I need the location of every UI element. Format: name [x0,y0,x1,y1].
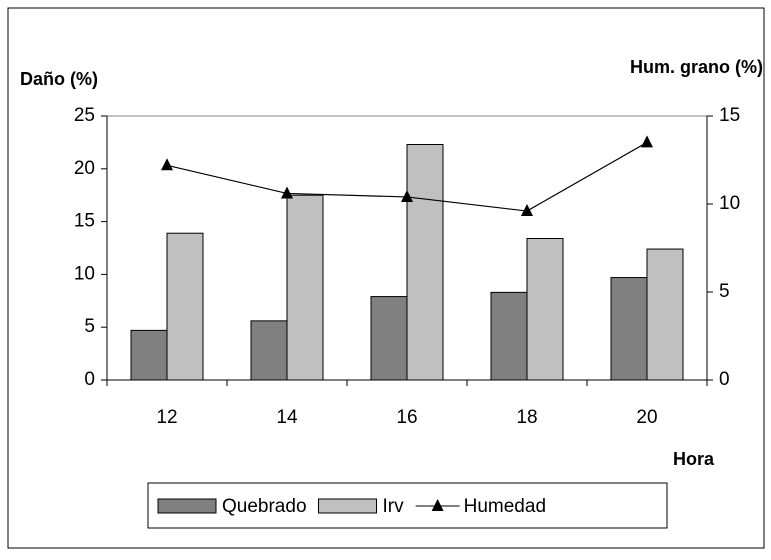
legend-label: Irv [383,496,405,517]
bar [166,232,204,381]
bar [370,296,408,381]
y-tick-label: 20 [74,158,95,179]
legend-label: Humedad [464,496,546,517]
y2-tick-label: 5 [719,281,730,302]
y2-tick-label: 15 [719,105,740,126]
y-tick-label: 15 [74,211,95,232]
bar [286,194,324,381]
line-marker [281,186,293,199]
bar [610,277,648,381]
legend-box [147,482,668,529]
line-marker [521,204,533,217]
legend-swatch [318,498,378,514]
bar [646,248,684,381]
x-axis-label: Hora [673,449,715,469]
x-tick-label: 14 [276,407,298,428]
legend-label: Quebrado [222,496,307,517]
line-marker [401,189,413,202]
bar [406,144,444,381]
line-marker [641,135,653,148]
y2-axis-label: Hum. grano (%) [630,57,763,77]
y-tick-label: 5 [84,316,95,337]
bar [526,237,564,381]
legend-swatch [157,498,217,514]
y2-tick-label: 10 [719,193,740,214]
bar [250,320,288,381]
y2-tick-label: 0 [719,369,730,390]
x-tick-label: 16 [396,407,417,428]
legend-marker [431,499,444,511]
x-tick-label: 20 [636,407,657,428]
y-tick-label: 25 [74,105,95,126]
x-tick-label: 18 [516,407,537,428]
bar [490,291,528,381]
y-tick-label: 10 [74,263,95,284]
line-marker [161,158,173,171]
y-axis-label: Daño (%) [20,69,98,89]
bar [130,329,168,381]
y-tick-label: 0 [84,369,95,390]
x-tick-label: 12 [156,407,177,428]
